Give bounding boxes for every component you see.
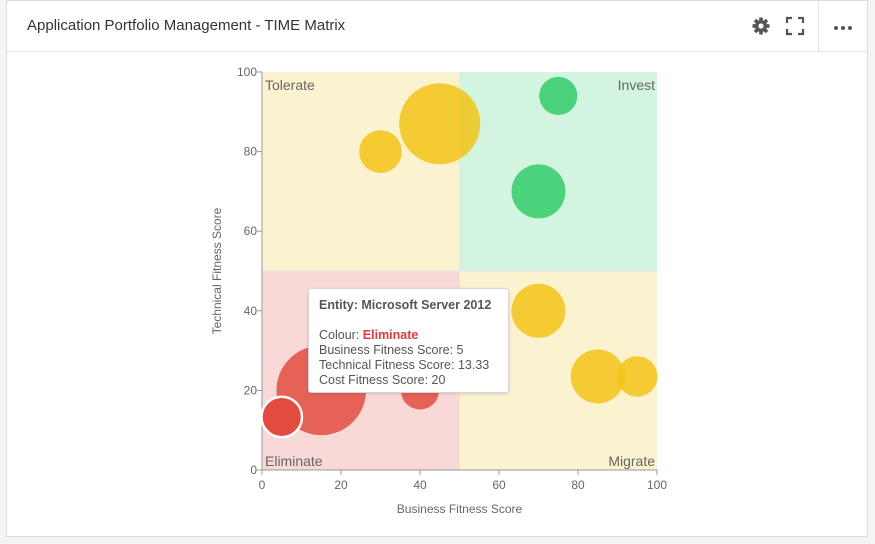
expand-icon[interactable] [784,15,806,37]
tooltip-colour-label: Colour: [319,328,363,342]
y-tick-label: 80 [244,145,258,159]
bubble-tolerate [359,130,402,173]
header-divider [818,1,819,51]
tooltip-colour: Colour: Eliminate [319,328,508,343]
x-tick-label: 0 [259,478,266,492]
bubble-invest [539,76,578,115]
bubble-eliminate [260,395,304,439]
quadrant-label-invest: Invest [618,77,655,93]
x-tick-label: 40 [413,478,427,492]
tooltip-technical: Technical Fitness Score: 13.33 [319,358,490,372]
tooltip-business: Business Fitness Score: 5 [319,343,464,357]
bubble-invest [511,164,566,219]
y-tick-label: 60 [244,224,258,238]
bubble-migrate [570,349,625,404]
x-tick-label: 20 [334,478,348,492]
tooltip-title: Entity: Microsoft Server 2012 [319,298,492,312]
quadrant-label-migrate: Migrate [608,453,655,469]
tooltip-colour-value: Eliminate [362,328,419,342]
x-tick-label: 100 [647,478,667,492]
x-tick-label: 60 [492,478,506,492]
gear-icon[interactable] [750,15,772,37]
widget-header: Application Portfolio Management - TIME … [7,1,867,52]
x-tick-label: 80 [571,478,585,492]
y-tick-label: 20 [244,383,258,397]
x-axis-title: Business Fitness Score [397,502,523,516]
bubble-tolerate [399,83,481,165]
bubble-tooltip: Entity: Microsoft Server 2012 Colour: El… [308,288,509,393]
bubble-migrate [511,283,566,338]
y-tick-label: 100 [237,65,257,79]
y-tick-label: 0 [250,463,257,477]
widget-title: Application Portfolio Management - TIME … [27,17,346,34]
y-tick-label: 40 [244,304,258,318]
more-icon[interactable] [832,15,854,37]
quadrant-label-eliminate: Eliminate [265,453,323,469]
y-axis-title: Technical Fitness Score [210,207,224,334]
tooltip-cost: Cost Fitness Score: 20 [319,373,446,387]
bubble-migrate [617,356,658,397]
quadrant-label-tolerate: Tolerate [265,77,315,93]
